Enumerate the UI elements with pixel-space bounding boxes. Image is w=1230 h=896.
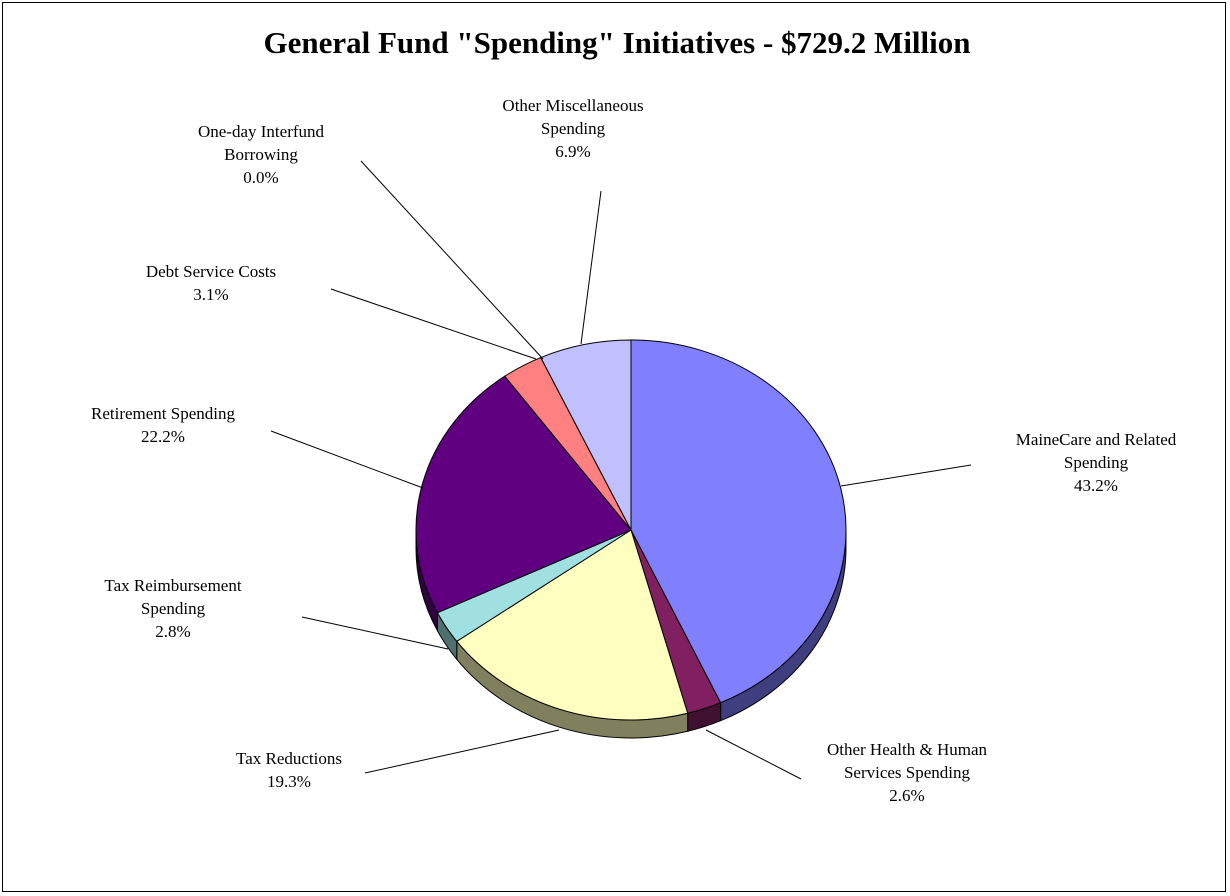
leader-line xyxy=(360,160,544,360)
slice-label: Borrowing xyxy=(224,145,298,164)
slice-value-label: 6.9% xyxy=(555,142,590,161)
pie-tops xyxy=(415,339,847,721)
slice-label: MaineCare and Related xyxy=(1016,430,1177,449)
leader-line xyxy=(705,729,802,780)
leader-line xyxy=(330,288,537,360)
slice-value-label: 22.2% xyxy=(141,427,185,446)
slice-label: Services Spending xyxy=(844,763,971,782)
slice-value-label: 2.6% xyxy=(889,786,924,805)
leader-line xyxy=(840,464,972,487)
slice-value-label: 0.0% xyxy=(243,168,278,187)
leader-line xyxy=(364,729,560,774)
slice-value-label: 3.1% xyxy=(193,285,228,304)
slice-value-label: 43.2% xyxy=(1074,476,1118,495)
chart-title: General Fund "Spending" Initiatives - $7… xyxy=(263,25,970,60)
slice-labels: MaineCare and Related Spending 43.2% Other … xyxy=(91,96,1177,805)
slice-label: Spending xyxy=(141,599,206,618)
pie-slice xyxy=(630,339,847,704)
slice-label: One-day Interfund xyxy=(198,122,325,141)
slice-label: Other Miscellaneous xyxy=(502,96,643,115)
slice-label: Retirement Spending xyxy=(91,404,236,423)
pie-chart: General Fund "Spending" Initiatives - $7… xyxy=(91,25,1177,805)
slice-label: Tax Reimbursement xyxy=(104,576,241,595)
leader-line xyxy=(580,190,602,345)
slice-label: Spending xyxy=(541,119,606,138)
leader-line xyxy=(270,430,424,489)
pie-slice xyxy=(456,529,689,721)
pie-slice xyxy=(540,339,632,531)
slice-label: Debt Service Costs xyxy=(146,262,276,281)
leader-lines xyxy=(270,160,972,780)
slice-label: Tax Reductions xyxy=(236,749,342,768)
pie-slice xyxy=(415,375,632,614)
slice-label: Other Health & Human xyxy=(827,740,988,759)
slice-label: Spending xyxy=(1064,453,1129,472)
slice-value-label: 2.8% xyxy=(155,622,190,641)
slice-value-label: 19.3% xyxy=(267,772,311,791)
pie-sides xyxy=(415,529,847,739)
leader-line xyxy=(301,616,449,650)
